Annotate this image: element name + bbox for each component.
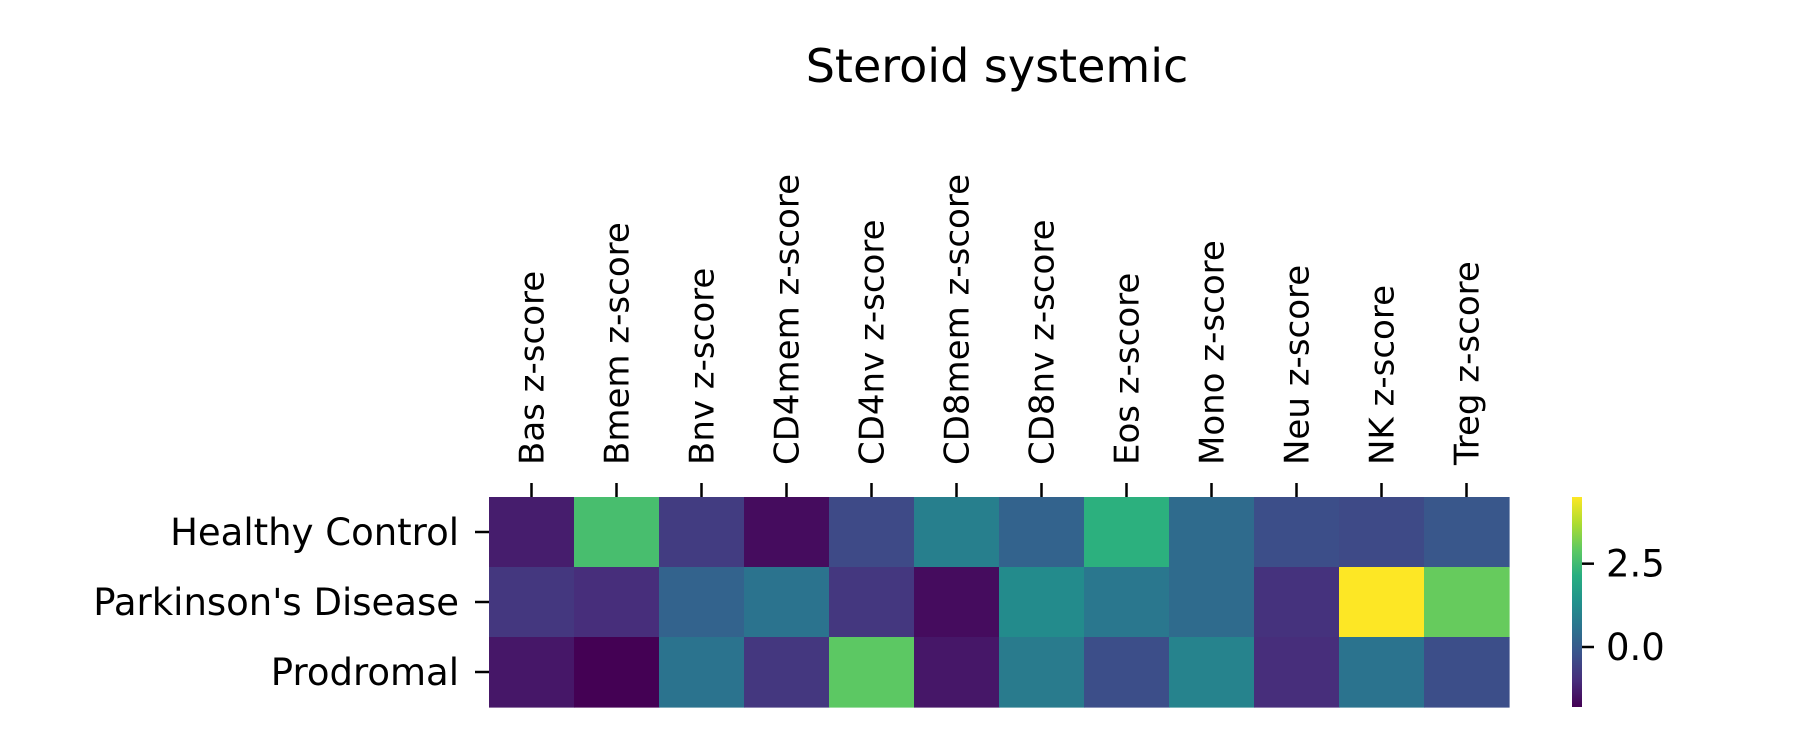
heatmap-cell [999, 567, 1085, 638]
heatmap-cell [1084, 637, 1170, 708]
heatmap-cell [914, 637, 1000, 708]
heatmap-cell [829, 567, 915, 638]
row-label: Prodromal [271, 651, 459, 694]
heatmap-cell [659, 567, 745, 638]
column-label: Bnv z-score [683, 268, 723, 465]
heatmap-cell [999, 637, 1085, 708]
heatmap-cell [1339, 637, 1425, 708]
colorbar: 2.5 0.0 [1572, 497, 1665, 707]
heatmap-cell [1424, 567, 1510, 638]
column-label: CD8mem z-score [938, 174, 978, 465]
colorbar-gradient [1572, 497, 1582, 707]
column-label: CD4mem z-score [768, 174, 808, 465]
column-label: Bmem z-score [598, 222, 638, 465]
colorbar-tick-label: 0.0 [1606, 626, 1665, 669]
heatmap-cell [1339, 497, 1425, 568]
column-label: CD4nv z-score [853, 219, 893, 465]
heatmap-cell [999, 497, 1085, 568]
heatmap-cell [1169, 497, 1255, 568]
heatmap-cell [659, 497, 745, 568]
heatmap-cell [829, 497, 915, 568]
heatmap-cell [489, 637, 575, 708]
heatmap-cell [659, 637, 745, 708]
heatmap-cell [1084, 567, 1170, 638]
row-label: Healthy Control [170, 511, 459, 554]
heatmap-cell [1254, 567, 1340, 638]
row-label: Parkinson's Disease [93, 581, 459, 624]
row-axis: Healthy Control Parkinson's Disease Prodro… [93, 511, 489, 694]
column-label: NK z-score [1363, 285, 1403, 465]
heatmap-cell [914, 567, 1000, 638]
heatmap-cell [1169, 567, 1255, 638]
heatmap-cell [574, 637, 660, 708]
heatmap-cell [1424, 497, 1510, 568]
column-label: Treg z-score [1448, 261, 1488, 466]
heatmap-cells [489, 497, 1510, 708]
column-label: CD8nv z-score [1023, 219, 1063, 465]
heatmap-cell [1084, 497, 1170, 568]
chart-title: Steroid systemic [806, 39, 1189, 93]
column-label: Neu z-score [1278, 265, 1318, 465]
heatmap-cell [489, 497, 575, 568]
heatmap-cell [574, 567, 660, 638]
heatmap-cell [744, 497, 830, 568]
column-axis: Bas z-score Bmem z-score Bnv z-score CD4mem… [513, 174, 1488, 497]
column-label: Mono z-score [1193, 240, 1233, 465]
heatmap-cell [489, 567, 575, 638]
heatmap-cell [1424, 637, 1510, 708]
heatmap-cell [1169, 637, 1255, 708]
heatmap-cell [744, 567, 830, 638]
heatmap-cell [574, 497, 660, 568]
heatmap-cell [829, 637, 915, 708]
column-label: Bas z-score [513, 271, 553, 465]
heatmap-cell [1254, 497, 1340, 568]
heatmap-cell [744, 637, 830, 708]
column-label: Eos z-score [1108, 273, 1148, 465]
colorbar-tick-label: 2.5 [1606, 543, 1665, 586]
heatmap-cell [1339, 567, 1425, 638]
heatmap-cell [914, 497, 1000, 568]
heatmap-cell [1254, 637, 1340, 708]
